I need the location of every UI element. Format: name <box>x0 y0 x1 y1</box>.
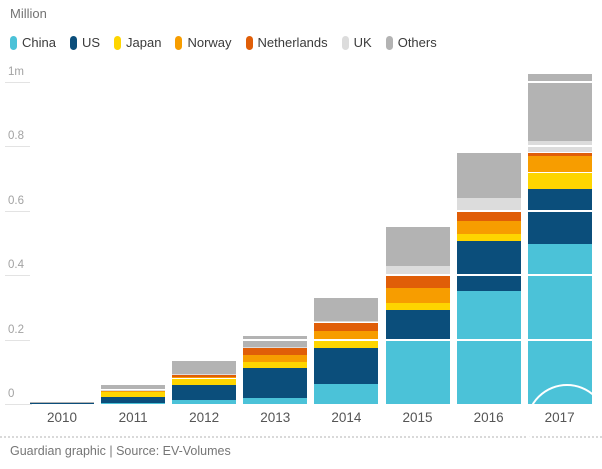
legend-swatch-icon <box>245 35 253 50</box>
gridline <box>30 145 602 148</box>
bar-segment-netherlands-2017 <box>527 152 592 156</box>
bar-segment-others-2011 <box>101 385 166 390</box>
y-axis-tick-mark <box>5 210 32 212</box>
bar-segment-japan-2017 <box>527 172 592 189</box>
legend-swatch-icon <box>69 35 77 50</box>
bar-segment-others-2016 <box>456 152 521 198</box>
bar-segment-norway-2016 <box>456 220 521 234</box>
legend-item-us: US <box>69 35 101 50</box>
watermark-circle-icon <box>526 384 602 466</box>
x-axis-label-2016: 2016 <box>473 410 504 425</box>
bar-segment-us-2011 <box>101 396 166 403</box>
bar-segment-us-2010 <box>30 403 94 404</box>
bar-segment-japan-2015 <box>385 302 450 311</box>
legend-item-netherlands: Netherlands <box>245 35 328 50</box>
bar-segment-us-2013 <box>243 368 308 398</box>
bar-segment-china-2017 <box>527 243 592 404</box>
bar-segment-us-2017 <box>527 188 592 244</box>
legend-item-china: China <box>10 35 56 50</box>
y-axis-tick-mark <box>5 146 32 148</box>
y-axis-tick-label: 0.6 <box>8 194 24 207</box>
bar-segment-japan-2010 <box>30 402 94 404</box>
chart-unit-label: Million <box>10 6 47 21</box>
x-axis-label-2010: 2010 <box>46 410 78 425</box>
gridline <box>30 338 602 341</box>
y-axis-tick-mark <box>5 82 32 83</box>
bar-segment-china-2014 <box>314 383 379 404</box>
legend-label: UK <box>353 35 372 50</box>
bar-segment-norway-2014 <box>314 330 379 339</box>
bar-segment-us-2012 <box>172 384 237 400</box>
legend-item-others: Others <box>385 35 437 50</box>
bar-segment-norway-2012 <box>172 376 237 379</box>
x-axis-label-2014: 2014 <box>331 410 362 425</box>
bar-segment-uk-2016 <box>456 197 521 211</box>
footer-divider <box>0 436 602 438</box>
bar-segment-norway-2013 <box>243 355 308 363</box>
bar-segment-netherlands-2014 <box>314 322 379 331</box>
bar-segment-netherlands-2016 <box>456 210 521 221</box>
legend-swatch-icon <box>10 35 17 50</box>
legend-swatch-icon <box>341 35 349 50</box>
bar-segment-uk-2012 <box>172 374 237 375</box>
legend: China US Japan Norway Netherlands UK Others <box>10 35 437 50</box>
legend-label: Norway <box>187 35 232 50</box>
bar-segment-us-2015 <box>385 310 450 340</box>
bar-segment-china-2016 <box>456 290 521 404</box>
bar-segment-china-2012 <box>172 399 237 404</box>
bar-segment-others-2012 <box>172 360 237 375</box>
bar-segment-norway-2017 <box>527 155 592 173</box>
bar-segment-norway-2015 <box>385 288 450 303</box>
y-axis-tick-label: 1m <box>8 66 24 78</box>
bar-segment-netherlands-2012 <box>172 374 237 377</box>
bar-segment-others-2014 <box>314 297 379 321</box>
y-axis-tick-label: 0.8 <box>8 130 24 143</box>
bar-segment-others-2017 <box>527 73 592 141</box>
bar-segment-japan-2016 <box>456 233 521 241</box>
legend-item-uk: UK <box>341 35 372 50</box>
bar-segment-japan-2013 <box>243 362 308 369</box>
x-axis-label-2015: 2015 <box>402 410 433 425</box>
y-axis-tick-mark <box>5 275 32 277</box>
bar-segment-uk-2014 <box>314 320 379 323</box>
gridline <box>30 81 602 83</box>
legend-item-norway: Norway <box>175 35 232 50</box>
legend-swatch-icon <box>175 35 183 50</box>
bar-segment-china-2015 <box>385 339 450 404</box>
y-axis-tick-mark <box>5 404 32 405</box>
legend-swatch-icon <box>114 35 122 50</box>
gridline <box>30 274 602 277</box>
bar-segment-norway-2011 <box>101 390 166 392</box>
legend-label: US <box>81 35 101 50</box>
x-axis-label-2013: 2013 <box>260 410 291 425</box>
legend-label: Japan <box>126 35 162 50</box>
x-axis-label-2011: 2011 <box>118 410 148 425</box>
legend-swatch-icon <box>385 35 393 50</box>
y-axis-tick-label: 0.4 <box>8 259 24 272</box>
gridline <box>30 209 602 212</box>
bar-segment-others-2015 <box>385 227 450 267</box>
y-axis-tick-label: 0.2 <box>8 323 24 336</box>
bar-segment-japan-2014 <box>314 338 379 348</box>
legend-item-japan: Japan <box>114 35 161 50</box>
bar-segment-china-2013 <box>243 397 308 404</box>
bar-segment-others-2013 <box>243 336 308 348</box>
legend-label: Others <box>397 35 437 50</box>
y-axis-tick-mark <box>5 339 32 341</box>
bar-segment-uk-2013 <box>243 347 308 348</box>
bar-segment-netherlands-2013 <box>243 348 308 356</box>
legend-label: Netherlands <box>257 35 328 50</box>
bar-segment-china-2011 <box>101 402 166 404</box>
bar-segment-us-2016 <box>456 240 521 291</box>
bar-segment-us-2014 <box>314 347 379 384</box>
bar-segment-japan-2011 <box>101 391 166 397</box>
x-axis-label-2012: 2012 <box>189 410 220 425</box>
bar-segment-japan-2012 <box>172 378 237 385</box>
legend-label: China <box>22 35 56 50</box>
bar-segment-netherlands-2015 <box>385 275 450 289</box>
source-attribution: Guardian graphic | Source: EV-Volumes <box>10 444 231 458</box>
bar-segment-uk-2015 <box>385 266 450 276</box>
y-axis-tick-label: 0 <box>8 388 15 400</box>
